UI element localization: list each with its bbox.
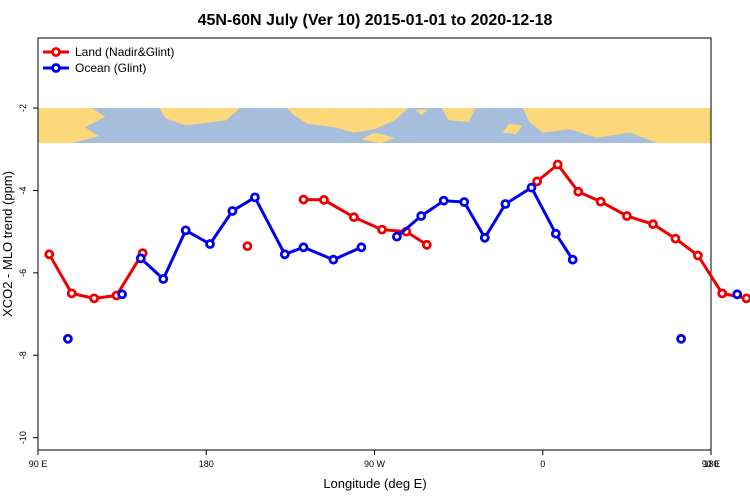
x-tick-label: 90 E <box>29 459 48 469</box>
map-land <box>522 108 711 144</box>
map-land <box>159 108 240 126</box>
data-point <box>66 288 77 299</box>
x-tick-label: 180 <box>703 459 718 469</box>
data-point <box>416 211 427 221</box>
series-ocean <box>63 182 743 344</box>
data-point <box>135 253 146 264</box>
data-point <box>348 212 359 223</box>
x-tick-label: 180 <box>199 459 214 469</box>
data-point <box>676 333 686 344</box>
data-point <box>298 194 309 205</box>
data-point <box>279 249 290 260</box>
data-point <box>550 228 561 239</box>
data-point <box>552 159 563 170</box>
series-layer <box>44 159 750 344</box>
data-point <box>227 206 238 216</box>
data-point <box>44 249 55 260</box>
series-land <box>44 159 750 304</box>
data-point <box>459 197 470 207</box>
data-point <box>117 289 127 300</box>
x-tick-label: 90 E <box>702 459 721 469</box>
series-line <box>139 195 363 281</box>
data-point <box>595 196 606 207</box>
data-point <box>670 233 681 244</box>
data-point <box>205 239 215 249</box>
data-point <box>356 242 367 253</box>
chart-title: 45N-60N July (Ver 10) 2015-01-01 to 2020… <box>198 12 553 29</box>
data-point <box>328 254 339 265</box>
world-map-band <box>38 108 711 144</box>
map-land <box>38 108 106 144</box>
data-point <box>242 241 253 252</box>
map-land <box>502 123 523 135</box>
data-point <box>526 182 537 193</box>
data-point <box>648 219 658 230</box>
data-point <box>158 274 169 284</box>
y-tick-label: -4 <box>18 186 28 194</box>
data-point <box>421 239 432 250</box>
data-point <box>693 250 703 261</box>
data-point <box>500 199 511 209</box>
map-land <box>414 109 429 115</box>
data-point <box>391 231 402 242</box>
series-line <box>536 163 750 300</box>
y-tick-label: -8 <box>18 351 28 359</box>
y-tick-label: -10 <box>18 431 28 444</box>
map-land <box>361 132 395 144</box>
x-tick-label: 0 <box>540 459 545 469</box>
y-axis-label: XCO2 - MLO trend (ppm) <box>0 171 15 317</box>
data-point <box>567 254 578 265</box>
legend-marker <box>51 47 61 57</box>
data-point <box>249 192 260 203</box>
legend-label: Land (Nadir&Glint) <box>75 45 174 59</box>
y-tick-label: -6 <box>18 269 28 277</box>
legend-label: Ocean (Glint) <box>75 61 146 75</box>
data-point <box>89 293 99 304</box>
data-point <box>532 176 542 187</box>
data-point <box>622 211 632 221</box>
x-axis-label: Longitude (deg E) <box>323 476 426 491</box>
data-point <box>319 194 329 205</box>
legend: Land (Nadir&Glint) Ocean (Glint) <box>43 45 174 75</box>
x-tick-label: 90 W <box>364 459 386 469</box>
data-point <box>573 186 584 197</box>
data-point <box>732 289 743 300</box>
map-land <box>441 108 476 122</box>
y-tick-label: -2 <box>18 104 28 112</box>
data-point <box>63 333 73 344</box>
data-point <box>180 225 191 236</box>
series-line <box>303 198 428 247</box>
data-point <box>377 224 387 235</box>
plot-frame <box>37 37 712 451</box>
data-point <box>298 242 309 253</box>
data-point <box>479 232 490 243</box>
series-line <box>395 186 574 261</box>
map-land <box>287 108 409 133</box>
data-point <box>717 288 728 299</box>
series-line <box>47 252 144 300</box>
data-point <box>741 293 750 304</box>
data-point <box>438 195 449 206</box>
legend-marker <box>51 63 61 73</box>
